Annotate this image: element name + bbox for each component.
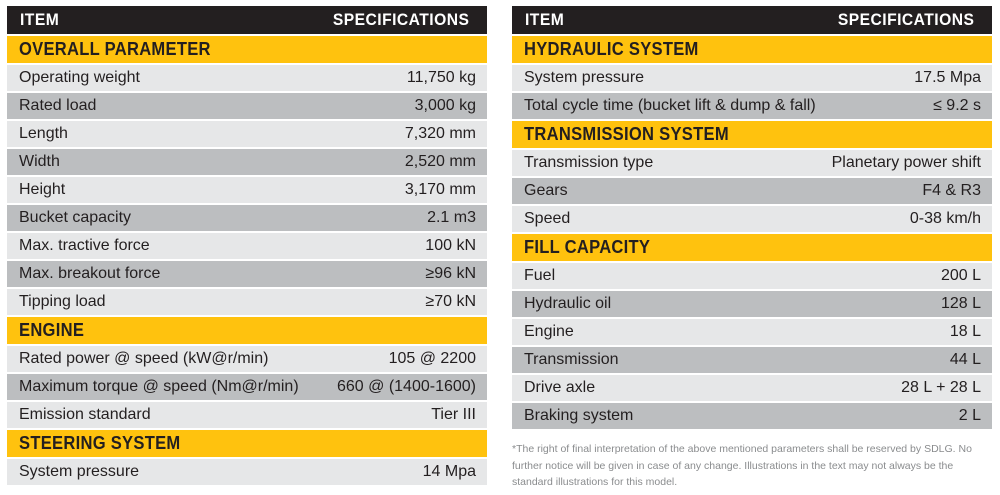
table-row: Operating weight 11,750 kg	[7, 64, 487, 91]
spec-cell: ≥96 kN	[425, 264, 476, 282]
specifications-column-header: SPECIFICATIONS	[837, 10, 974, 29]
section-header: FILL CAPACITY	[512, 234, 992, 261]
spec-cell: 2,520 mm	[404, 152, 476, 170]
item-column-header: ITEM	[525, 10, 565, 29]
section-title: STEERING SYSTEM	[19, 433, 181, 453]
item-cell: Gears	[524, 181, 568, 199]
table-row: Braking system 2 L	[512, 402, 992, 429]
table-row: Max. tractive force 100 kN	[7, 232, 487, 259]
specifications-column-header: SPECIFICATIONS	[332, 10, 469, 29]
table-row: Transmission type Planetary power shift	[512, 149, 992, 176]
item-cell: Rated load	[19, 96, 97, 114]
table-row: Engine 18 L	[512, 318, 992, 345]
spec-cell: 11,750 kg	[406, 68, 476, 86]
item-cell: Transmission type	[524, 153, 654, 171]
spec-cell: 3,000 kg	[414, 96, 476, 114]
spec-cell: 200 L	[940, 266, 981, 284]
section-header: HYDRAULIC SYSTEM	[512, 36, 992, 63]
spec-cell: 105 @ 2200	[388, 349, 476, 367]
item-column-header: ITEM	[20, 10, 60, 29]
spec-cell: 0-38 km/h	[909, 209, 981, 227]
item-cell: Braking system	[524, 406, 634, 424]
table-row: Tipping load ≥70 kN	[7, 288, 487, 315]
item-cell: Width	[19, 152, 60, 170]
item-cell: Max. tractive force	[19, 236, 150, 254]
spec-cell: Planetary power shift	[831, 153, 981, 171]
table-row: Emission standard Tier III	[7, 401, 487, 428]
section-title: HYDRAULIC SYSTEM	[524, 39, 699, 59]
footnote: *The right of final interpretation of th…	[512, 443, 972, 488]
item-cell: Engine	[524, 322, 574, 340]
table-row: System pressure 14 Mpa	[7, 458, 487, 485]
section-header: OVERALL PARAMETER	[7, 36, 487, 63]
spec-cell: ≥70 kN	[425, 292, 476, 310]
table-row: Bucket capacity 2.1 m3	[7, 204, 487, 231]
table-row: Rated load 3,000 kg	[7, 92, 487, 119]
table-header: ITEM SPECIFICATIONS	[7, 6, 487, 34]
table-row: Width 2,520 mm	[7, 148, 487, 175]
item-cell: Height	[19, 180, 66, 198]
section-header: TRANSMISSION SYSTEM	[512, 121, 992, 148]
section-title: TRANSMISSION SYSTEM	[524, 124, 729, 144]
item-cell: Bucket capacity	[19, 208, 132, 226]
spec-cell: 128 L	[940, 294, 981, 312]
spec-cell: 100 kN	[425, 236, 476, 254]
spec-cell: 2.1 m3	[427, 208, 476, 226]
item-cell: Maximum torque @ speed (Nm@r/min)	[19, 377, 299, 395]
spec-cell: 660 @ (1400-1600)	[337, 377, 476, 395]
item-cell: System pressure	[19, 462, 140, 480]
item-cell: Drive axle	[524, 378, 596, 396]
spec-cell: 18 L	[949, 322, 981, 340]
table-row: Rated power @ speed (kW@r/min) 105 @ 2200	[7, 345, 487, 372]
item-cell: Transmission	[524, 350, 619, 368]
item-cell: Total cycle time (bucket lift & dump & f…	[524, 96, 816, 114]
spec-cell: Tier III	[431, 405, 476, 423]
item-cell: Hydraulic oil	[524, 294, 612, 312]
table-row: Total cycle time (bucket lift & dump & f…	[512, 92, 992, 119]
table-row: Drive axle 28 L + 28 L	[512, 374, 992, 401]
spec-cell: 7,320 mm	[404, 124, 476, 142]
right-spec-table: ITEM SPECIFICATIONS HYDRAULIC SYSTEM Syst…	[512, 6, 992, 491]
table-row: Maximum torque @ speed (Nm@r/min) 660 @ (…	[7, 373, 487, 400]
section-header: ENGINE	[7, 317, 487, 344]
item-cell: Operating weight	[19, 68, 140, 86]
section-title: ENGINE	[19, 320, 85, 340]
table-row: Fuel 200 L	[512, 262, 992, 289]
table-row: Length 7,320 mm	[7, 120, 487, 147]
table-row: Hydraulic oil 128 L	[512, 290, 992, 317]
spec-cell: 44 L	[949, 350, 981, 368]
item-cell: Length	[19, 124, 68, 142]
item-cell: Rated power @ speed (kW@r/min)	[19, 349, 269, 367]
item-cell: Max. breakout force	[19, 264, 161, 282]
spec-cell: 2 L	[958, 406, 981, 424]
section-title: FILL CAPACITY	[524, 237, 651, 257]
item-cell: Tipping load	[19, 292, 106, 310]
spec-cell: 3,170 mm	[404, 180, 476, 198]
table-row: System pressure 17.5 Mpa	[512, 64, 992, 91]
spec-cell: 14 Mpa	[422, 462, 476, 480]
table-row: Max. breakout force ≥96 kN	[7, 260, 487, 287]
section-title: OVERALL PARAMETER	[19, 39, 211, 59]
item-cell: Emission standard	[19, 405, 151, 423]
item-cell: Fuel	[524, 266, 556, 284]
item-cell: Speed	[524, 209, 571, 227]
table-row: Speed 0-38 km/h	[512, 205, 992, 232]
table-header: ITEM SPECIFICATIONS	[512, 6, 992, 34]
table-row: Height 3,170 mm	[7, 176, 487, 203]
item-cell: System pressure	[524, 68, 645, 86]
table-row: Gears F4 & R3	[512, 177, 992, 204]
spec-cell: F4 & R3	[922, 181, 981, 199]
spec-cell: 17.5 Mpa	[914, 68, 981, 86]
left-spec-table: ITEM SPECIFICATIONS OVERALL PARAMETER Ope…	[7, 6, 487, 485]
table-row: Transmission 44 L	[512, 346, 992, 373]
spec-cell: ≤ 9.2 s	[933, 96, 981, 114]
section-header: STEERING SYSTEM	[7, 430, 487, 457]
spec-cell: 28 L + 28 L	[901, 378, 981, 396]
